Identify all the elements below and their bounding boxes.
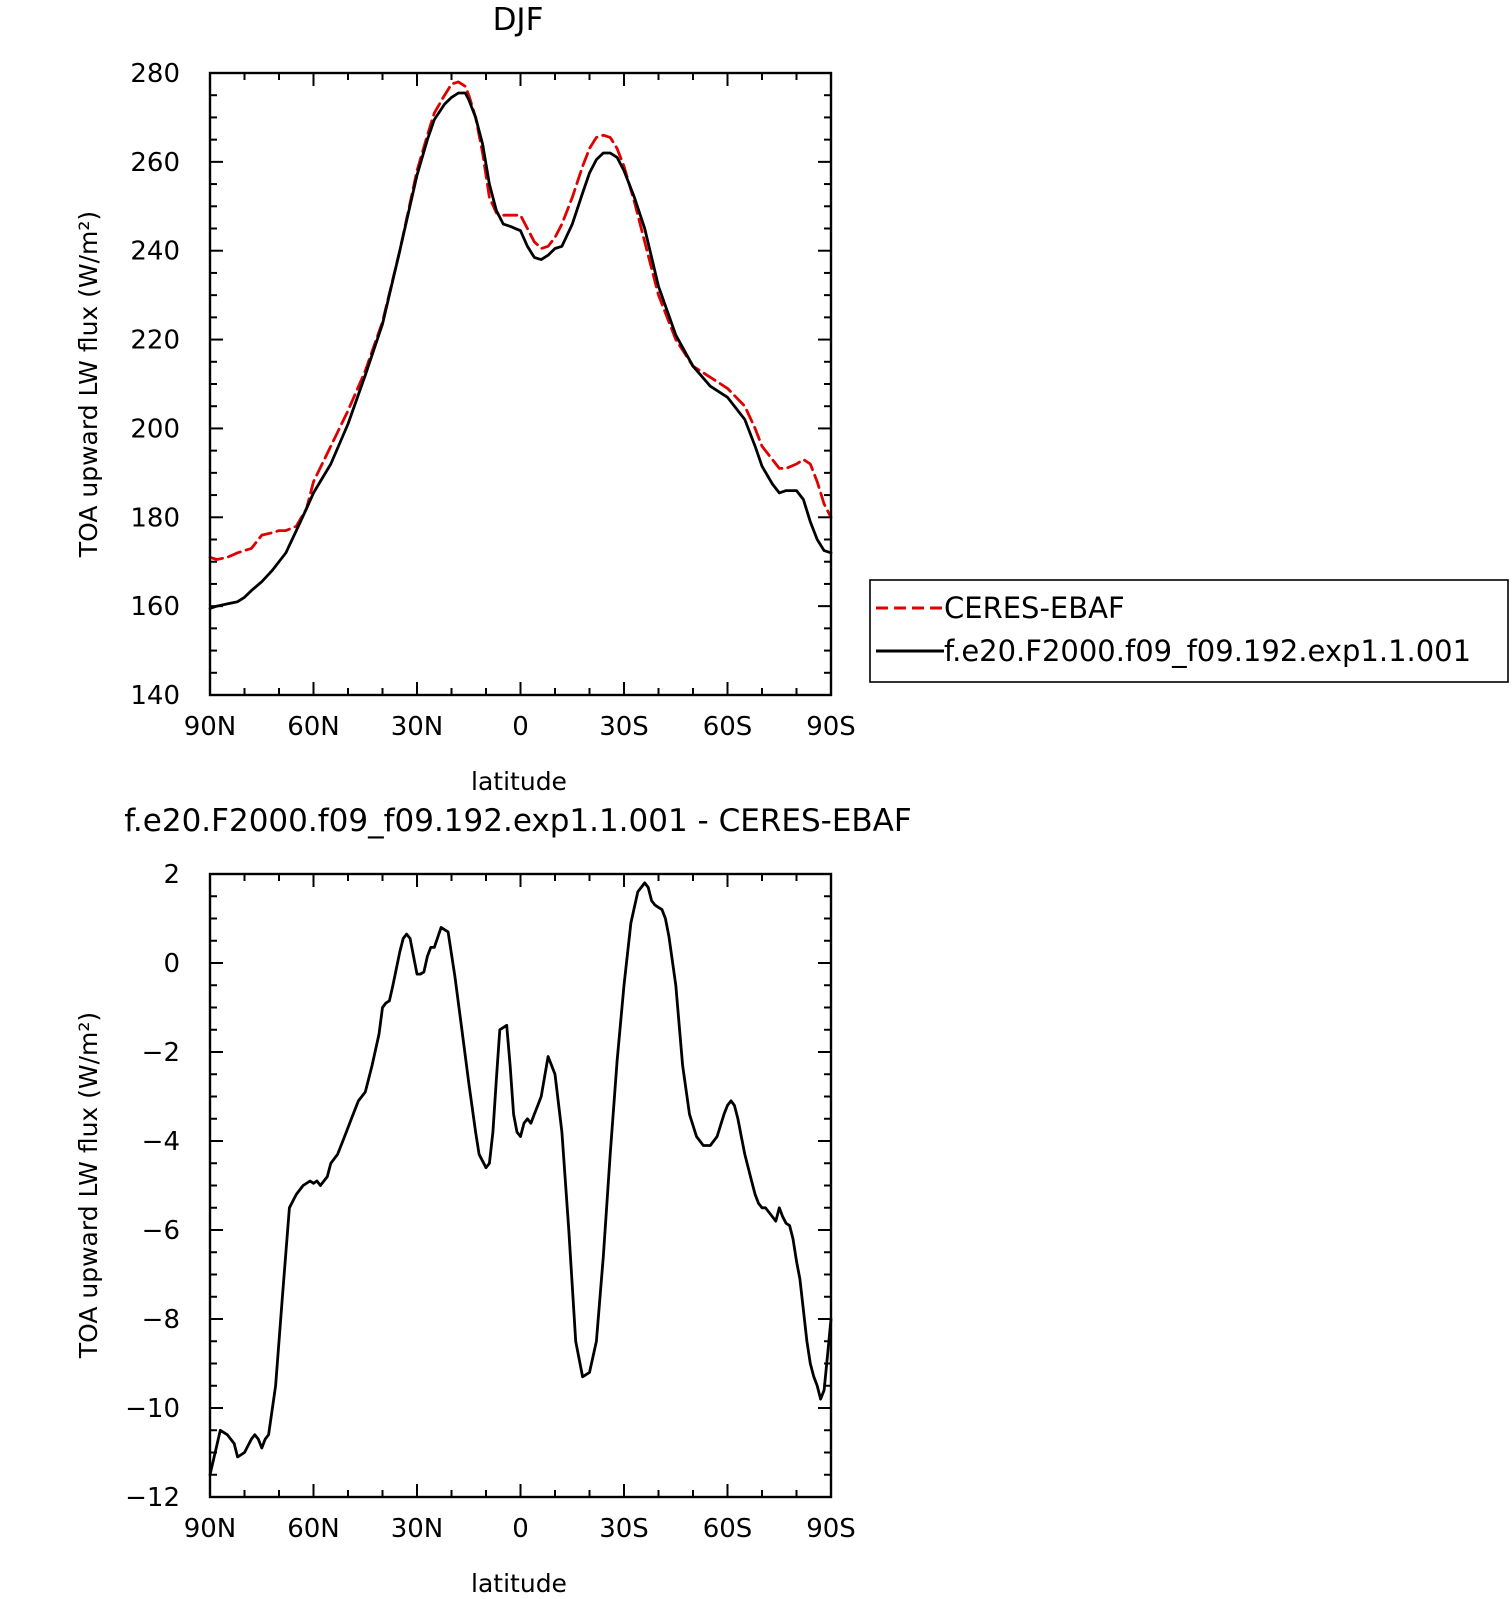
top-panel-ticks bbox=[209, 72, 832, 696]
x-tick-label: 30S bbox=[599, 712, 649, 742]
y-tick-label: 0 bbox=[163, 949, 180, 979]
x-tick-label: 30N bbox=[391, 1514, 444, 1544]
top-panel-series-line-ceres-ebaf bbox=[208, 80, 833, 561]
bottom-panel-frame bbox=[208, 872, 833, 1499]
y-tick-label: 160 bbox=[130, 592, 180, 622]
y-tick-label: 2 bbox=[163, 860, 180, 890]
x-tick-label: 90N bbox=[184, 712, 237, 742]
legend-box bbox=[869, 579, 1509, 683]
bottom-panel-series-line-model bbox=[208, 881, 833, 1477]
bottom-panel: f.e20.F2000.f09_f09.192.exp1.1.001 - CER… bbox=[74, 803, 912, 1598]
top-panel-series bbox=[208, 80, 833, 610]
x-tick-label: 0 bbox=[512, 712, 529, 742]
top-panel-x-tick-labels: 90N 60N 30N 0 30S 60S 90S bbox=[184, 712, 856, 742]
y-tick-label: −12 bbox=[125, 1483, 180, 1513]
x-tick-label: 60N bbox=[287, 712, 340, 742]
y-tick-label: 180 bbox=[130, 503, 180, 533]
y-tick-label: 140 bbox=[130, 681, 180, 711]
x-tick-label: 60S bbox=[703, 712, 753, 742]
x-tick-label: 90S bbox=[806, 712, 856, 742]
x-tick-label: 30S bbox=[599, 1514, 649, 1544]
top-panel-y-tick-labels: 140 160 180 200 220 240 260 280 bbox=[130, 59, 180, 711]
y-tick-label: −4 bbox=[142, 1127, 180, 1157]
top-panel-y-axis-label: TOA upward LW flux (W/m²) bbox=[74, 211, 103, 558]
bottom-panel-series bbox=[208, 881, 833, 1477]
bottom-panel-x-tick-labels: 90N 60N 30N 0 30S 60S 90S bbox=[184, 1514, 856, 1544]
x-tick-label: 60S bbox=[703, 1514, 753, 1544]
top-panel-title: DJF bbox=[493, 2, 544, 38]
bottom-panel-y-tick-labels: −12 −10 −8 −6 −4 −2 0 2 bbox=[125, 860, 180, 1513]
legend-ceres-ebaf-label: CERES-EBAF bbox=[944, 591, 1125, 625]
y-tick-label: −8 bbox=[142, 1305, 180, 1335]
top-panel-x-axis-label: latitude bbox=[471, 767, 567, 796]
y-tick-label: 240 bbox=[130, 237, 180, 267]
y-tick-label: 220 bbox=[130, 326, 180, 356]
top-panel-frame bbox=[208, 71, 833, 697]
y-tick-label: 200 bbox=[130, 414, 180, 444]
bottom-panel-x-axis-label: latitude bbox=[471, 1569, 567, 1598]
y-tick-label: −10 bbox=[125, 1394, 180, 1424]
y-tick-label: 280 bbox=[130, 59, 180, 89]
x-tick-label: 30N bbox=[391, 712, 444, 742]
x-tick-label: 90S bbox=[806, 1514, 856, 1544]
y-tick-label: −2 bbox=[142, 1038, 180, 1068]
top-panel: DJF 90N 60N 30N 0 30S 60S 90S 140 160 180 200 220 2… bbox=[74, 2, 856, 796]
x-tick-label: 0 bbox=[512, 1514, 529, 1544]
x-tick-label: 60N bbox=[287, 1514, 340, 1544]
bottom-panel-title: f.e20.F2000.f09_f09.192.exp1.1.001 - CER… bbox=[124, 803, 911, 839]
y-tick-label: −6 bbox=[142, 1216, 180, 1246]
legend: CERES-EBAF f.e20.F2000.f09_f09.192.exp1.… bbox=[869, 579, 1509, 683]
bottom-panel-y-axis-label: TOA upward LW flux (W/m²) bbox=[74, 1012, 103, 1359]
legend-model-label: f.e20.F2000.f09_f09.192.exp1.1.001 bbox=[944, 634, 1471, 668]
x-tick-label: 90N bbox=[184, 1514, 237, 1544]
y-tick-label: 260 bbox=[130, 148, 180, 178]
top-panel-series-line-model bbox=[208, 91, 833, 610]
